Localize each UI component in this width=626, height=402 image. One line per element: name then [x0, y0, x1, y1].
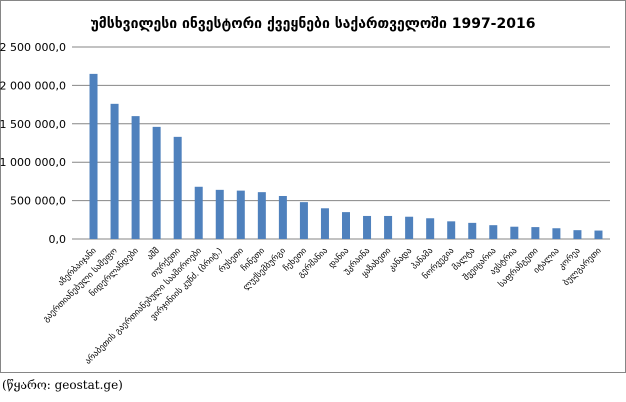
bar [257, 192, 266, 239]
bar [552, 228, 561, 239]
bar [194, 186, 203, 239]
bar [152, 126, 161, 239]
bar [405, 216, 414, 239]
bar [594, 230, 603, 239]
y-tick-label: 500 000,0 [10, 195, 66, 208]
y-tick-label: 1 500 000,0 [0, 118, 66, 131]
bar [363, 215, 372, 239]
bar [468, 222, 477, 239]
bar [131, 116, 140, 239]
bar [278, 195, 287, 239]
bar [342, 212, 350, 239]
y-tick-label: 1 000 000,0 [0, 156, 66, 169]
bar [510, 226, 519, 239]
bar [573, 230, 582, 239]
bar [89, 73, 98, 239]
chart-border [0, 0, 626, 373]
y-tick-label: 2 000 000,0 [0, 79, 66, 92]
y-tick-label: 0,0 [49, 233, 67, 246]
bar [447, 221, 456, 239]
bar [299, 202, 308, 239]
bar [320, 208, 329, 239]
source-note: (წყარო: geostat.ge) [2, 378, 123, 392]
bar [531, 227, 540, 239]
bar [426, 218, 435, 239]
bar [173, 136, 182, 239]
y-tick-label: 2 500 000,0 [0, 41, 66, 54]
bar [489, 225, 498, 239]
bar [215, 189, 224, 239]
bar [384, 215, 393, 239]
bar [110, 103, 119, 239]
chart-title: უმსხვილესი ინვესტორი ქვეყნები საქართველო… [91, 16, 536, 32]
bar [236, 190, 245, 239]
